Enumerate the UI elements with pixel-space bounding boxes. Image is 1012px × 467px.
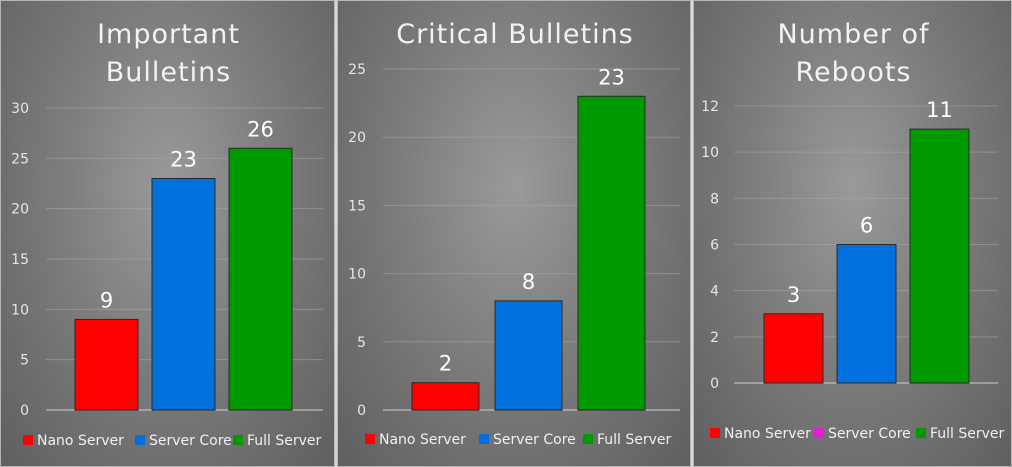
legend-swatch	[23, 435, 33, 445]
number-of-reboots-svg: Number of Reboots 0 2 4 6 8 10 12 3 6 11 Nano Server…	[701, 19, 1005, 442]
bar-full-server	[577, 95, 646, 411]
y-tick-label: 0	[710, 376, 719, 392]
important-bulletins-svg: Important Bulletins 0 5 10 15 20 25 30 9 23 26 Nano …	[11, 19, 323, 449]
legend-swatch	[135, 435, 145, 445]
y-tick-label: 10	[701, 145, 719, 161]
legend-entry-nano-server: Nano Server	[379, 432, 466, 448]
chart-title-line-1: Reboots	[796, 57, 912, 88]
bar-full-server	[228, 147, 293, 411]
y-tick-label: 15	[11, 252, 29, 268]
y-tick-label: 6	[710, 238, 719, 254]
y-tick-label: 12	[701, 99, 719, 115]
legend-entry-full-server: Full Server	[930, 426, 1005, 442]
data-label: 23	[598, 65, 625, 89]
y-tick-label: 25	[348, 62, 366, 78]
y-tick-label: 20	[348, 130, 366, 146]
legend-entry-server-core: Server Core	[828, 426, 911, 442]
legend-swatch	[710, 428, 720, 438]
bar-server-core	[151, 177, 216, 411]
y-tick-label: 0	[20, 403, 29, 419]
y-tick-label: 0	[357, 403, 366, 419]
bar-server-core	[494, 300, 563, 411]
y-tick-label: 20	[11, 202, 29, 218]
legend-swatch	[365, 434, 375, 444]
legend-entry-full-server: Full Server	[247, 433, 322, 449]
bar-nano-server	[411, 382, 480, 411]
chart-title-line-1: Bulletins	[106, 57, 232, 88]
legend-entry-server-core: Server Core	[493, 432, 576, 448]
chart-title-line-0: Important	[97, 19, 240, 50]
legend-swatch	[814, 428, 824, 438]
data-label: 8	[522, 270, 535, 294]
critical-bulletins-chart: Critical Bulletins 0 5 10 15 20 25 2 8 23 Nano Ser…	[337, 0, 691, 467]
y-tick-label: 5	[20, 353, 29, 369]
legend-swatch	[479, 434, 489, 444]
data-label: 9	[100, 288, 113, 312]
important-bulletins-chart: Important Bulletins 0 5 10 15 20 25 30 9 23 26 Nano …	[0, 0, 335, 467]
bar-full-server	[909, 128, 970, 384]
legend-entry-nano-server: Nano Server	[724, 426, 811, 442]
bar-server-core	[836, 244, 897, 384]
legend-swatch	[916, 428, 926, 438]
y-tick-label: 15	[348, 198, 366, 214]
bar-nano-server	[763, 313, 824, 384]
y-tick-label: 5	[357, 335, 366, 351]
data-label: 11	[926, 98, 953, 122]
y-tick-label: 25	[11, 151, 29, 167]
y-tick-label: 4	[710, 284, 719, 300]
chart-title-line-0: Critical Bulletins	[396, 19, 634, 50]
y-tick-label: 2	[710, 330, 719, 346]
critical-bulletins-svg: Critical Bulletins 0 5 10 15 20 25 2 8 23 Nano Ser…	[348, 19, 680, 448]
chart-title-line-0: Number of	[777, 19, 930, 50]
legend-swatch	[233, 435, 243, 445]
legend-entry-server-core: Server Core	[149, 433, 232, 449]
bar-nano-server	[74, 318, 139, 411]
y-tick-label: 30	[11, 101, 29, 117]
legend-entry-nano-server: Nano Server	[37, 433, 124, 449]
y-tick-label: 8	[710, 191, 719, 207]
number-of-reboots-chart: Number of Reboots 0 2 4 6 8 10 12 3 6 11 Nano Server…	[693, 0, 1012, 467]
y-tick-label: 10	[11, 302, 29, 318]
data-label: 6	[860, 214, 873, 238]
data-label: 23	[170, 147, 197, 171]
legend-swatch	[583, 434, 593, 444]
data-label: 2	[439, 352, 452, 376]
legend-entry-full-server: Full Server	[597, 432, 672, 448]
y-tick-label: 10	[348, 267, 366, 283]
data-label: 26	[247, 117, 274, 141]
data-label: 3	[787, 283, 800, 307]
